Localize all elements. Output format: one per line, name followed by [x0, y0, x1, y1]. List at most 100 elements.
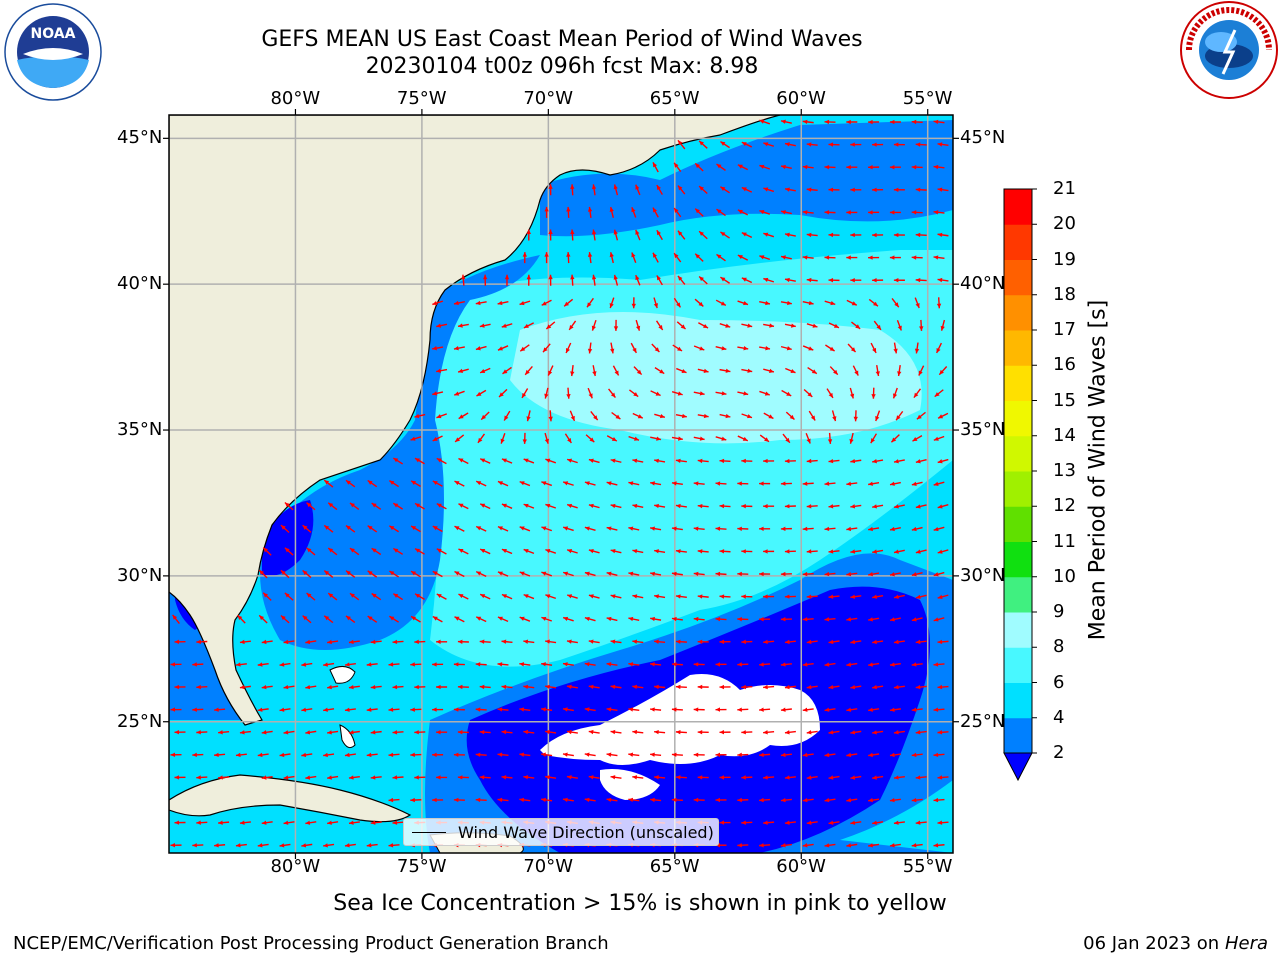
wave-direction-arrow	[566, 594, 578, 599]
wave-direction-arrow	[196, 639, 208, 645]
wave-direction-arrow	[676, 367, 687, 374]
wave-direction-arrow	[479, 775, 491, 780]
wave-direction-arrow	[570, 184, 575, 196]
wave-direction-arrow	[454, 570, 465, 578]
wave-direction-arrow	[741, 594, 753, 599]
wave-direction-arrow	[780, 571, 792, 577]
wave-direction-arrow	[519, 797, 531, 803]
wave-direction-arrow	[588, 594, 600, 599]
wave-direction-arrow	[587, 387, 593, 399]
wave-direction-arrow	[737, 571, 749, 577]
chart-subtitle: 20230104 t00z 096h fcst Max: 8.98	[365, 54, 759, 79]
wave-direction-arrow	[741, 503, 753, 509]
wave-direction-arrow	[675, 684, 687, 690]
wave-direction-arrow	[370, 730, 382, 735]
colorbar	[1003, 188, 1037, 782]
wave-direction-arrow	[562, 797, 574, 803]
wave-direction-arrow	[541, 571, 553, 577]
wave-direction-arrow	[916, 411, 926, 420]
wave-direction-arrow	[759, 843, 771, 848]
wave-direction-arrow	[497, 707, 509, 712]
wave-direction-arrow	[457, 775, 469, 780]
wave-direction-arrow	[806, 187, 818, 192]
lon-tick-label-bottom: 55°W	[902, 856, 953, 877]
wave-direction-arrow	[675, 458, 687, 464]
wave-direction-arrow	[868, 165, 880, 170]
wave-direction-arrow	[261, 730, 273, 735]
wave-direction-arrow	[458, 412, 469, 420]
wave-direction-arrow	[388, 615, 400, 623]
wave-direction-arrow	[673, 162, 682, 173]
lat-tick-label-left: 45°N	[117, 127, 163, 149]
wave-direction-arrow	[414, 684, 426, 690]
wave-direction-arrow	[802, 571, 814, 577]
sea-ice-note: Sea Ice Concentration > 15% is shown in …	[333, 891, 947, 916]
wave-direction-arrow	[609, 297, 615, 309]
wave-direction-arrow	[824, 662, 836, 667]
wave-direction-arrow	[570, 274, 575, 286]
wave-direction-arrow	[911, 164, 923, 170]
wave-direction-arrow	[781, 389, 792, 397]
lon-tick-label-bottom: 75°W	[396, 856, 447, 877]
wave-direction-arrow	[872, 594, 884, 599]
wave-direction-arrow	[671, 752, 683, 757]
wave-direction-arrow	[392, 820, 404, 825]
wave-direction-arrow	[453, 390, 465, 396]
wave-direction-arrow	[566, 549, 578, 554]
wave-direction-arrow	[891, 298, 900, 308]
wave-direction-arrow	[893, 187, 905, 192]
wave-direction-arrow	[566, 684, 578, 690]
wave-direction-arrow	[828, 458, 840, 464]
wave-direction-arrow	[261, 820, 273, 825]
wave-direction-arrow	[914, 342, 920, 354]
wave-direction-arrow	[737, 752, 749, 758]
colorbar-tick-label: 2	[1053, 742, 1065, 763]
wave-direction-arrow	[784, 639, 796, 645]
wave-direction-arrow	[501, 458, 513, 464]
wave-direction-arrow	[367, 570, 378, 578]
wave-direction-arrow	[283, 684, 295, 690]
wave-direction-arrow	[806, 730, 818, 735]
wave-direction-arrow	[501, 548, 513, 555]
wave-direction-arrow	[388, 480, 400, 488]
wave-direction-arrow	[824, 571, 836, 577]
wave-direction-arrow	[497, 345, 509, 351]
wave-direction-arrow	[741, 232, 753, 238]
wave-direction-arrow	[388, 843, 400, 848]
colorbar-segment	[1004, 259, 1032, 296]
wave-direction-arrow	[174, 684, 186, 690]
wave-direction-arrow	[654, 503, 666, 509]
wave-direction-arrow	[671, 526, 683, 531]
lon-tick-label-bottom: 70°W	[523, 856, 574, 877]
wave-direction-arrow	[454, 525, 465, 532]
wave-direction-arrow	[348, 639, 360, 645]
wave-direction-arrow	[544, 252, 549, 264]
wave-direction-arrow	[392, 502, 404, 510]
wave-direction-arrow	[828, 775, 840, 780]
wave-direction-arrow	[545, 684, 557, 690]
wave-direction-arrow	[523, 458, 535, 464]
wave-direction-arrow	[824, 119, 836, 125]
wave-direction-arrow	[737, 254, 749, 261]
wave-direction-arrow	[824, 164, 836, 170]
wave-direction-arrow	[323, 843, 335, 848]
colorbar-segment	[1004, 647, 1032, 683]
wave-direction-arrow	[501, 593, 513, 600]
wave-direction-arrow	[502, 366, 512, 375]
wave-direction-arrow	[544, 387, 549, 399]
wave-direction-arrow	[802, 707, 814, 712]
wave-direction-arrow	[458, 457, 469, 465]
wave-direction-arrow	[780, 164, 792, 170]
wave-direction-arrow	[802, 617, 814, 622]
wave-direction-arrow	[432, 435, 443, 442]
wave-direction-arrow	[588, 549, 600, 554]
wave-direction-arrow	[235, 662, 247, 667]
wave-direction-arrow	[715, 797, 727, 803]
wave-direction-arrow	[933, 164, 945, 170]
wave-direction-arrow	[327, 730, 339, 735]
wave-direction-arrow	[283, 639, 295, 645]
wave-direction-arrow	[526, 229, 531, 241]
wave-direction-arrow	[720, 140, 730, 149]
wave-direction-arrow	[170, 843, 182, 848]
wave-direction-arrow	[613, 319, 619, 331]
